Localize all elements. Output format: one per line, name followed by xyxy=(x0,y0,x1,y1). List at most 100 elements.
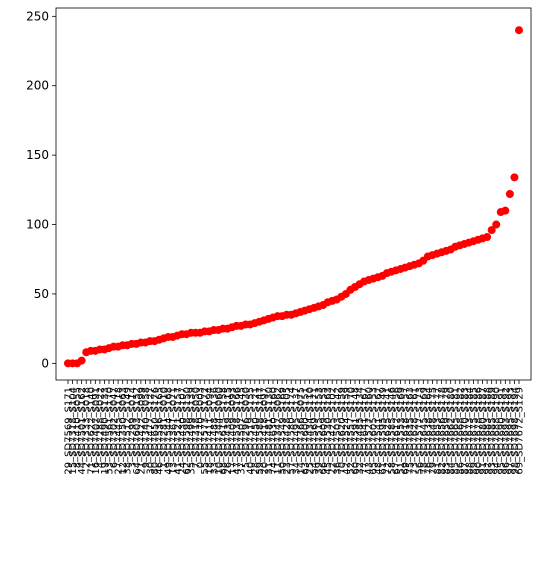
x-tick-label: 55_SD7573_S172 xyxy=(200,387,211,475)
point xyxy=(515,26,523,35)
x-tick-label: 25_SD7434_S110 xyxy=(305,387,316,475)
x-tick-label: 38_SD7512_S149 xyxy=(123,387,134,475)
x-tick-label: 78_SD7645_S169 xyxy=(419,387,430,475)
x-tick-label: 11_SD7347_S062 xyxy=(273,387,284,475)
x-tick-label: 7_SD7318_S050 xyxy=(191,387,202,468)
x-tick-label: 71_SD7622_S140 xyxy=(86,387,97,475)
x-tick-label: 49_SD7544_S168 xyxy=(164,387,175,475)
x-tick-label: 68_SD7615_S158 xyxy=(218,387,229,475)
x-tick-label: 29_SD7569_S171 xyxy=(64,387,75,475)
x-tick-label: 74_SD7630_S160 xyxy=(269,387,280,475)
x-tick-label: 20_SD7418_S097 xyxy=(259,387,270,475)
x-tick-label: 21_SD7422_S099 xyxy=(136,387,147,475)
x-tick-label: 72_SD7625_S141 xyxy=(382,387,393,475)
x-tick-label: 94_SD7688_S190 xyxy=(492,387,503,475)
x-tick-label: 97_SD7695_S193 xyxy=(505,387,516,475)
x-tick-label: 40_SD7519_S155 xyxy=(246,387,257,475)
x-tick-label: 6_SD7302_S047 xyxy=(109,387,120,468)
x-tick-label: 1_SD7281_S010 xyxy=(159,387,170,468)
x-tick-label: 34_SD7495_S137 xyxy=(291,387,302,475)
x-tick-label: 5_SD7296_S030 xyxy=(241,387,252,468)
y-tick-label: 50 xyxy=(34,287,49,301)
x-tick-label: 3_SD7299_S014 xyxy=(127,387,138,468)
x-tick-label: 96_SD7693_S192 xyxy=(501,387,512,475)
x-tick-label: 80_SD7650_S176 xyxy=(150,387,161,475)
x-tick-label: 64_SD7603_S152 xyxy=(132,387,143,475)
x-tick-label: 88_SD7673_S184 xyxy=(464,387,475,475)
x-tick-label: 32_SD7485_S134 xyxy=(355,387,366,475)
x-tick-label: 47_SD7538_S166 xyxy=(232,387,243,475)
point xyxy=(77,356,86,365)
x-tick-label: 36_SD7503_S142 xyxy=(332,387,343,475)
x-tick-label: 35_SD7499_S139 xyxy=(187,387,198,475)
x-tick-label: 56_SD7577_S173 xyxy=(414,387,425,475)
y-tick-label: 250 xyxy=(26,9,49,23)
x-tick-label: 87_SD7670_S183 xyxy=(460,387,471,475)
x-tick-label: 84_SD7662_S180 xyxy=(446,387,457,475)
x-tick-label: 45_SD7530_S163 xyxy=(323,387,334,475)
x-tick-label: 42_SD7524_S159 xyxy=(341,387,352,475)
x-tick-label: 23_SD7428_S105 xyxy=(282,387,293,475)
x-tick-label: 67_SD7612_S156 xyxy=(392,387,403,475)
x-tick-label: 65_SD7605_S153 xyxy=(369,387,380,475)
x-tick-label: 54_SD7569_S171 xyxy=(310,387,321,475)
x-tick-label: 59_SD7588_S147 xyxy=(255,387,266,475)
x-tick-label: 9_SD7340_S058 xyxy=(141,387,152,468)
x-tick-label: 90_SD7678_S186 xyxy=(474,387,485,475)
x-tick-label: 98_SD7698_S194 xyxy=(510,387,521,475)
x-tick-label: 41_SD7521_S157 xyxy=(173,387,184,475)
x-tick-label: 60_SD7591_S148 xyxy=(351,387,362,475)
x-tick-label: 95_SD7690_S191 xyxy=(496,387,507,475)
plot-frame xyxy=(55,7,532,381)
x-tick-label: 58_SD7585_S146 xyxy=(387,387,398,475)
x-tick-label: 69_SD7672_S129 xyxy=(515,387,526,475)
x-tick-label: 48_SD7541_S167 xyxy=(373,387,384,475)
x-tick-label: 85_SD7665_S181 xyxy=(451,387,462,475)
x-tick-label: 26_SD7439_S115 xyxy=(223,387,234,475)
x-tick-label: 39_SD7515_S153 xyxy=(314,387,325,475)
x-tick-label: 52_SD7557_S170 xyxy=(346,387,357,475)
x-tick-label: 89_SD7675_S185 xyxy=(469,387,480,475)
point xyxy=(487,226,496,235)
x-tick-label: 43_SD7527_S160 xyxy=(364,387,375,475)
y-tick-label: 100 xyxy=(26,218,49,232)
x-tick-label: 53_SD7561_S170 xyxy=(105,387,116,475)
x-tick-label: 70_SD7620_S159 xyxy=(337,387,348,475)
x-tick-label: 81_SD7653_S177 xyxy=(433,387,444,475)
point xyxy=(510,173,519,182)
x-tick-label: 8_SD7410_S055 xyxy=(73,387,84,468)
x-tick-label: 13_SD7361_S071 xyxy=(168,387,179,475)
x-tick-label: 24_SD7430_S107 xyxy=(177,387,188,475)
x-tick-label: 37_SD7507_S145 xyxy=(237,387,248,475)
x-tick-label: 61_SD7595_S149 xyxy=(378,387,389,475)
point xyxy=(505,190,514,198)
x-tick-label: 83_SD7659_S179 xyxy=(442,387,453,475)
x-tick-label: 4_SD7288_S022 xyxy=(95,387,106,468)
x-tick-label: 18_SD7411_S094 xyxy=(205,387,216,475)
x-tick-label: 93_SD7685_S189 xyxy=(487,387,498,475)
x-tick-label: 15_SD7318_S104 xyxy=(68,387,79,475)
x-tick-label: 16_SD7407_S091 xyxy=(91,387,102,475)
point xyxy=(501,206,510,215)
x-tick-label: 0_SD7270_S003 xyxy=(196,387,207,468)
x-tick-label: 75_SD7635_S163 xyxy=(405,387,416,475)
x-tick-label: 66_SD7609_S155 xyxy=(319,387,330,475)
x-tick-label: 91_SD7680_S187 xyxy=(478,387,489,475)
x-tick-label: 27_SD7445_S118 xyxy=(114,387,125,475)
x-tick-label: 86_SD7668_S182 xyxy=(455,387,466,475)
x-tick-label: 19_SD7490_S133 xyxy=(100,387,111,475)
x-tick-label: 77_SD7641_S167 xyxy=(360,387,371,475)
x-tick-label: 17_SD7409_S093 xyxy=(228,387,239,475)
y-tick-label: 200 xyxy=(26,79,49,93)
x-tick-label: 63_SD7600_S151 xyxy=(300,387,311,475)
x-tick-label: 50_SD7549_S169 xyxy=(278,387,289,475)
x-tick-label: 28_SD7450_S121 xyxy=(250,387,261,475)
x-tick-label: 62_SD7598_S150 xyxy=(182,387,193,475)
x-tick-label: 69_SD7618_S157 xyxy=(401,387,412,475)
y-tick-label: 0 xyxy=(41,356,49,370)
x-tick-label: 92_SD7683_S188 xyxy=(483,387,494,475)
x-tick-label: 57_SD7580_S174 xyxy=(287,387,298,475)
x-tick-label: 46_SD7536_S165 xyxy=(155,387,166,475)
x-tick-label: 30_SD7477_S127 xyxy=(146,387,157,475)
